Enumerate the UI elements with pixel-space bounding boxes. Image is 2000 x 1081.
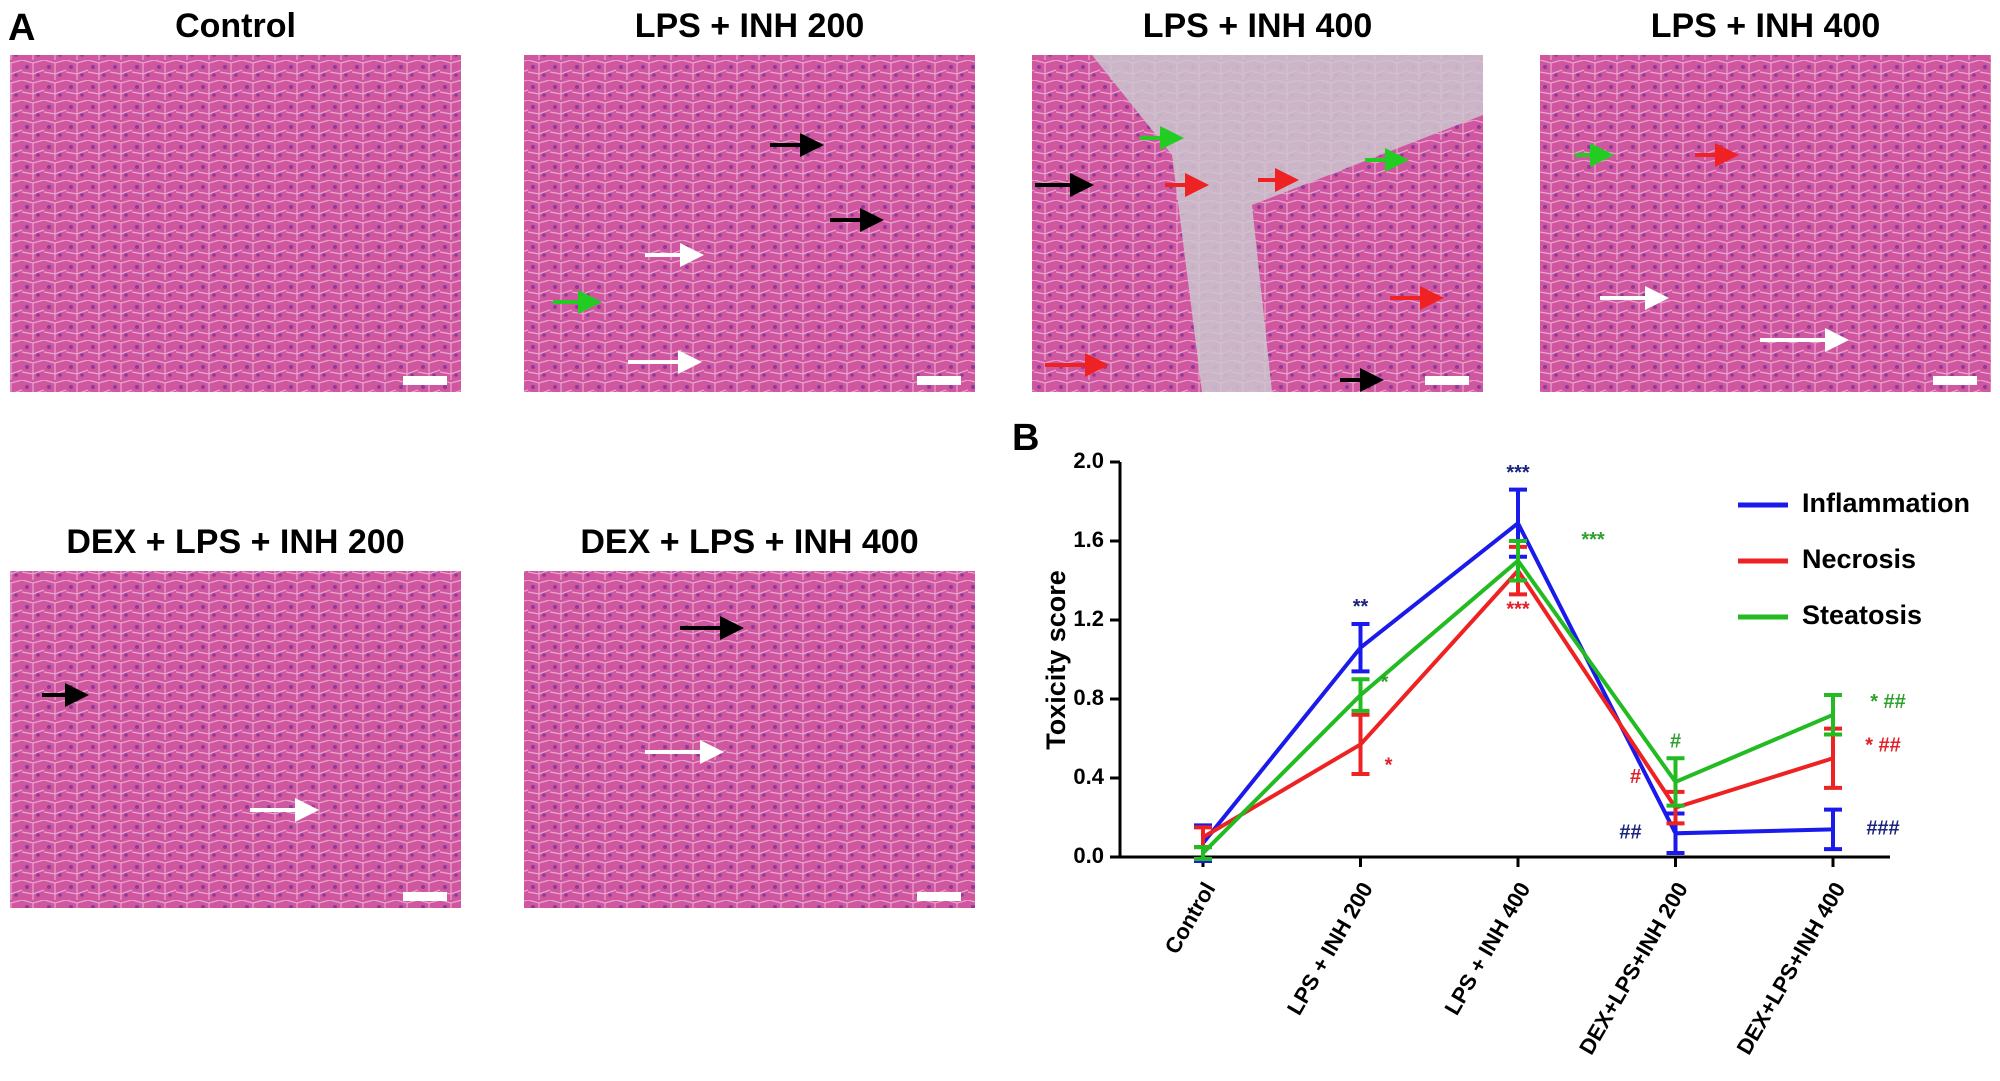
significance-label: # — [1630, 766, 1641, 788]
error-bar — [1666, 756, 1685, 808]
histology-panels: Control LPS + INH 200 LPS + INH 400 LPS + I… — [10, 7, 1991, 908]
connective-tissue — [1092, 55, 1483, 392]
significance-label: ** — [1353, 596, 1369, 618]
significance-label: * ## — [1865, 735, 1901, 757]
scale-bar — [403, 892, 447, 901]
x-tick-label: DEX+LPS+INH 200 — [1574, 878, 1693, 1059]
error-bar — [1824, 693, 1842, 737]
significance-label: *** — [1581, 529, 1605, 551]
error-bar — [1824, 807, 1842, 852]
panel-title: DEX + LPS + INH 200 — [66, 523, 404, 561]
y-tick-label: 2.0 — [1073, 448, 1104, 473]
y-tick-label: 1.6 — [1073, 527, 1104, 552]
error-bar — [1351, 621, 1370, 674]
panel-title: LPS + INH 400 — [1143, 7, 1373, 45]
scale-bar — [917, 376, 961, 385]
y-tick-label: 0.8 — [1073, 685, 1104, 710]
x-tick-label: DEX+LPS+INH 400 — [1731, 878, 1850, 1059]
significance-label: *** — [1506, 462, 1530, 484]
histology-image — [524, 55, 975, 392]
x-tick-label: Control — [1160, 878, 1221, 958]
scale-bar — [1933, 376, 1977, 385]
panel-title: LPS + INH 400 — [1651, 7, 1881, 45]
error-bar — [1351, 712, 1370, 777]
error-bar — [1509, 539, 1527, 583]
significance-label: *** — [1506, 599, 1530, 621]
significance-label: * ## — [1870, 691, 1906, 713]
legend-label: Inflammation — [1802, 488, 1970, 518]
histology-image — [524, 571, 975, 908]
scale-bar — [917, 892, 961, 901]
y-tick-label: 0.0 — [1073, 843, 1104, 868]
y-tick-label: 0.4 — [1073, 764, 1104, 789]
scale-bar — [1425, 376, 1469, 385]
significance-label: # — [1670, 731, 1681, 753]
histology-image — [1540, 55, 1991, 392]
significance-label: ## — [1619, 822, 1641, 844]
error-bar — [1194, 845, 1212, 861]
x-tick-label: LPS + INH 400 — [1439, 878, 1535, 1019]
x-tick-label: LPS + INH 200 — [1282, 878, 1378, 1019]
y-tick-label: 1.2 — [1073, 606, 1104, 631]
panel-title: LPS + INH 200 — [635, 7, 865, 45]
error-bar — [1351, 677, 1370, 713]
panel-title: DEX + LPS + INH 400 — [580, 523, 918, 561]
histology-image — [10, 55, 461, 392]
histology-image — [10, 571, 461, 908]
significance-label: * — [1381, 671, 1389, 693]
significance-label: ### — [1866, 818, 1899, 840]
chart: B Toxicity score 0.0 0.4 0.8 1.2 1.6 2.0 Contr… — [1012, 417, 1970, 1059]
scale-bar — [403, 376, 447, 385]
y-axis-label: Toxicity score — [1041, 570, 1071, 750]
significance-label: * — [1385, 755, 1393, 777]
legend-label: Steatosis — [1802, 600, 1922, 630]
legend-label: Necrosis — [1802, 544, 1916, 574]
panel-label: B — [1012, 417, 1039, 459]
panel-title: Control — [175, 7, 296, 45]
panel-label: A — [8, 7, 35, 49]
